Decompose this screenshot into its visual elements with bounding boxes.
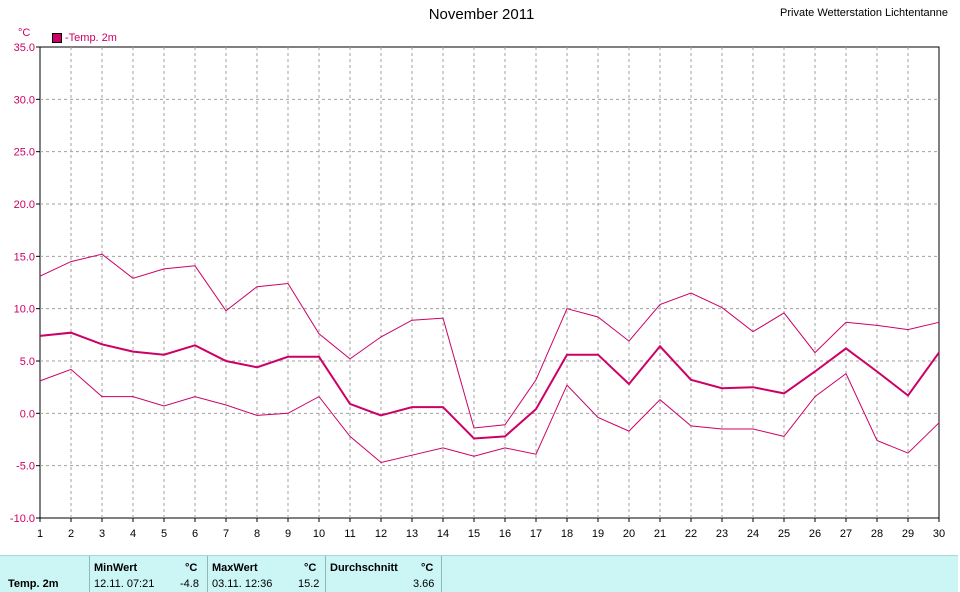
min-header: MinWert (94, 562, 138, 574)
x-tick-label: 20 (623, 528, 635, 540)
x-tick-label: 6 (192, 528, 198, 540)
avg-value: 3.66 (413, 578, 435, 590)
y-tick-label: 15.0 (14, 251, 35, 263)
x-tick-label: 17 (530, 528, 542, 540)
min-unit: °C (185, 562, 198, 574)
plot-frame (39, 46, 940, 519)
stats-separator (89, 556, 90, 592)
x-tick-label: 15 (468, 528, 480, 540)
x-tick-label: 9 (285, 528, 291, 540)
x-tick-label: 8 (254, 528, 260, 540)
avg-unit: °C (421, 562, 434, 574)
x-tick-label: 16 (499, 528, 511, 540)
x-tick-label: 25 (778, 528, 790, 540)
max-unit: °C (304, 562, 317, 574)
x-tick-label: 30 (933, 528, 945, 540)
x-tick-label: 14 (437, 528, 449, 540)
y-tick-label: 0.0 (20, 408, 35, 420)
y-tick-label: 30.0 (14, 94, 35, 106)
min-time: 12.11. 07:21 (94, 578, 155, 590)
series-line-mean (39, 331, 940, 440)
x-tick-label: 3 (99, 528, 105, 540)
max-time: 03.11. 12:36 (212, 578, 273, 590)
y-tick-label: 20.0 (14, 199, 35, 211)
stats-row-label: Temp. 2m (8, 578, 59, 590)
x-tick-label: 10 (313, 528, 325, 540)
x-tick-label: 21 (654, 528, 666, 540)
y-tick-label: -5.0 (16, 461, 35, 473)
max-value: 15.2 (298, 578, 320, 590)
x-tick-label: 26 (809, 528, 821, 540)
legend-swatch (52, 33, 62, 43)
series-line-min (39, 368, 940, 464)
stats-separator (441, 556, 442, 592)
x-tick-label: 18 (561, 528, 573, 540)
x-tick-label: 24 (747, 528, 759, 540)
chart-title: November 2011 (428, 6, 535, 23)
stats-panel: Temp. 2m MinWert °C 12.11. 07:21 -4.8 Ma… (0, 555, 958, 592)
station-name: Private Wetterstation Lichtentanne (780, 7, 948, 19)
x-tick-label: 5 (161, 528, 167, 540)
y-tick-label: 10.0 (14, 304, 35, 316)
avg-header: Durchschnitt (330, 562, 398, 574)
max-header: MaxWert (212, 562, 258, 574)
y-tick-label: 25.0 (14, 147, 35, 159)
x-tick-label: 13 (406, 528, 418, 540)
y-tick-label: 35.0 (14, 42, 35, 54)
x-tick-label: 11 (344, 528, 355, 540)
x-tick-label: 1 (37, 528, 43, 540)
legend: -Temp. 2m (52, 32, 117, 44)
y-tick-label: 5.0 (20, 356, 35, 368)
x-tick-label: 29 (902, 528, 914, 540)
y-axis-unit: °C (18, 27, 31, 39)
series-line-max (39, 253, 940, 429)
stats-separator (325, 556, 326, 592)
x-tick-label: 7 (223, 528, 229, 540)
chart-plot: 35.030.025.020.015.010.05.00.0-5.0-10.01… (10, 42, 945, 540)
stats-separator (207, 556, 208, 592)
x-tick-label: 12 (375, 528, 387, 540)
x-tick-label: 22 (685, 528, 697, 540)
y-tick-label: -10.0 (10, 513, 35, 525)
legend-label: -Temp. 2m (65, 32, 117, 44)
x-tick-label: 19 (592, 528, 604, 540)
min-value: -4.8 (180, 578, 199, 590)
x-tick-label: 23 (716, 528, 728, 540)
x-tick-label: 27 (840, 528, 852, 540)
x-tick-label: 28 (871, 528, 883, 540)
x-tick-label: 4 (130, 528, 136, 540)
x-tick-label: 2 (68, 528, 74, 540)
